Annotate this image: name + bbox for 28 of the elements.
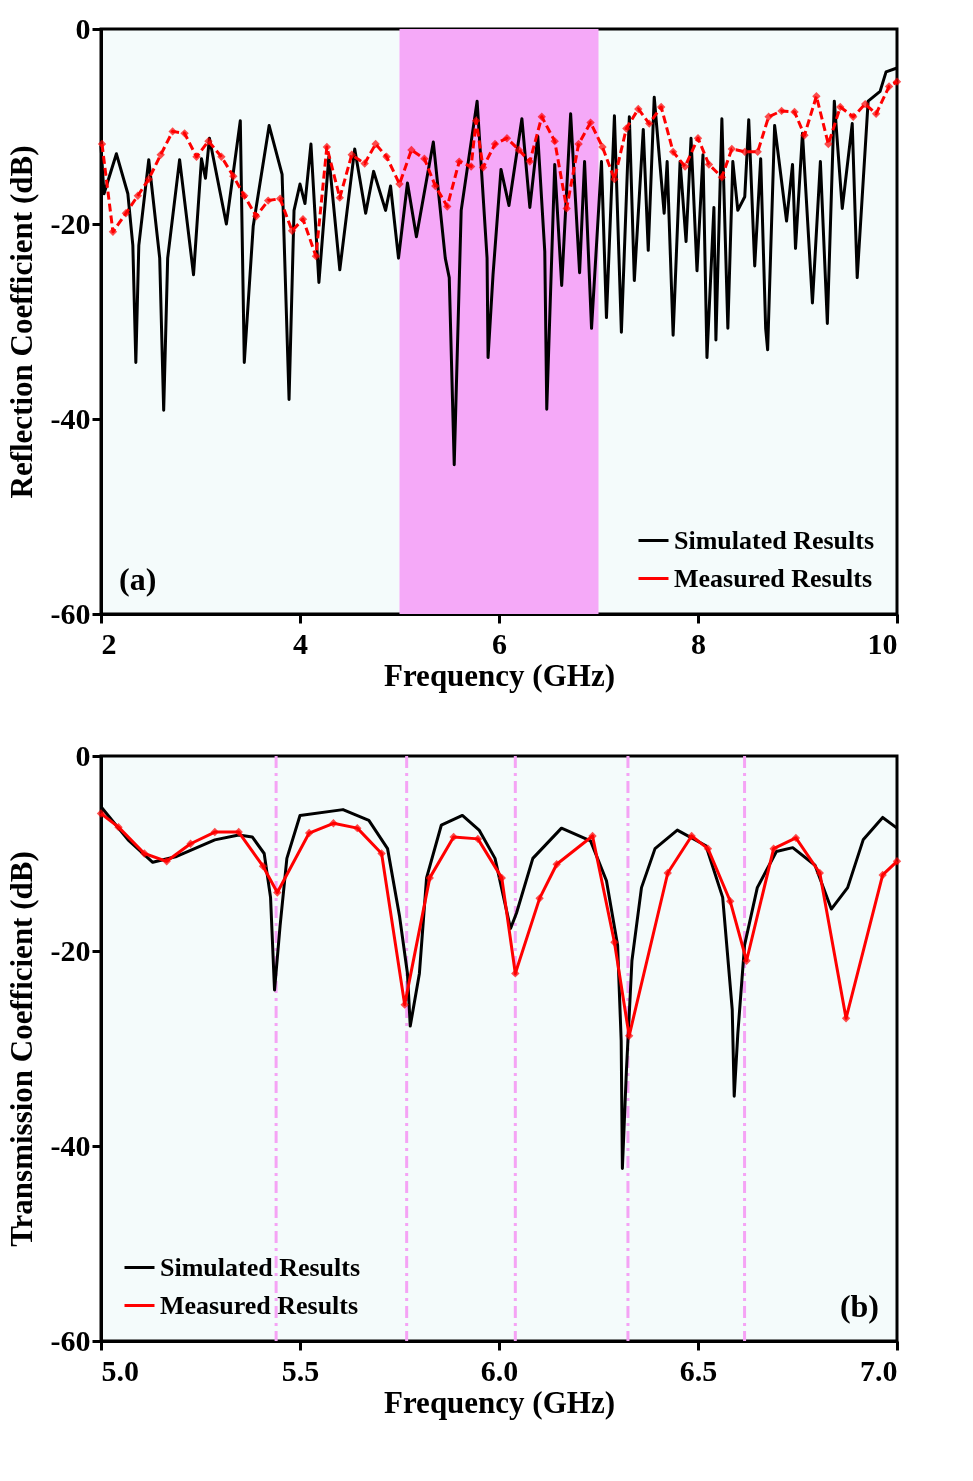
x-tick-label: 5.0: [101, 1353, 139, 1387]
y-tick-label: 0: [75, 11, 91, 45]
legend-label: Simulated Results: [160, 1252, 361, 1282]
y-tick-label: -40: [50, 401, 91, 435]
annotation: (b): [839, 1288, 879, 1324]
y-tick-label: -20: [50, 206, 91, 240]
x-tick-label: 6.0: [480, 1353, 519, 1387]
x-axis-title: Frequency (GHz): [383, 657, 616, 693]
x-tick-label: 6.5: [679, 1353, 718, 1387]
y-axis-title: Reflection Coefficient (dB): [3, 145, 39, 499]
x-tick-label: 4: [293, 626, 308, 660]
x-tick-label: 5.5: [281, 1353, 320, 1387]
annotation: (a): [119, 561, 157, 597]
x-axis-title: Frequency (GHz): [383, 1384, 616, 1420]
y-tick-label: 0: [75, 738, 91, 772]
x-tick-label: 7.0: [860, 1353, 898, 1387]
x-tick-label: 10: [867, 626, 898, 660]
legend-label: Measured Results: [160, 1290, 359, 1320]
legend-label: Measured Results: [674, 563, 873, 593]
y-tick-label: -60: [50, 1323, 91, 1357]
legend-label: Simulated Results: [674, 525, 875, 555]
y-tick-label: -40: [50, 1128, 91, 1162]
y-axis-title: Transmission Coefficient (dB): [3, 851, 39, 1247]
x-tick-label: 6: [492, 626, 507, 660]
x-tick-label: 8: [691, 626, 706, 660]
y-tick-label: -60: [50, 596, 91, 630]
x-tick-label: 2: [101, 626, 117, 660]
y-tick-label: -20: [50, 933, 91, 967]
